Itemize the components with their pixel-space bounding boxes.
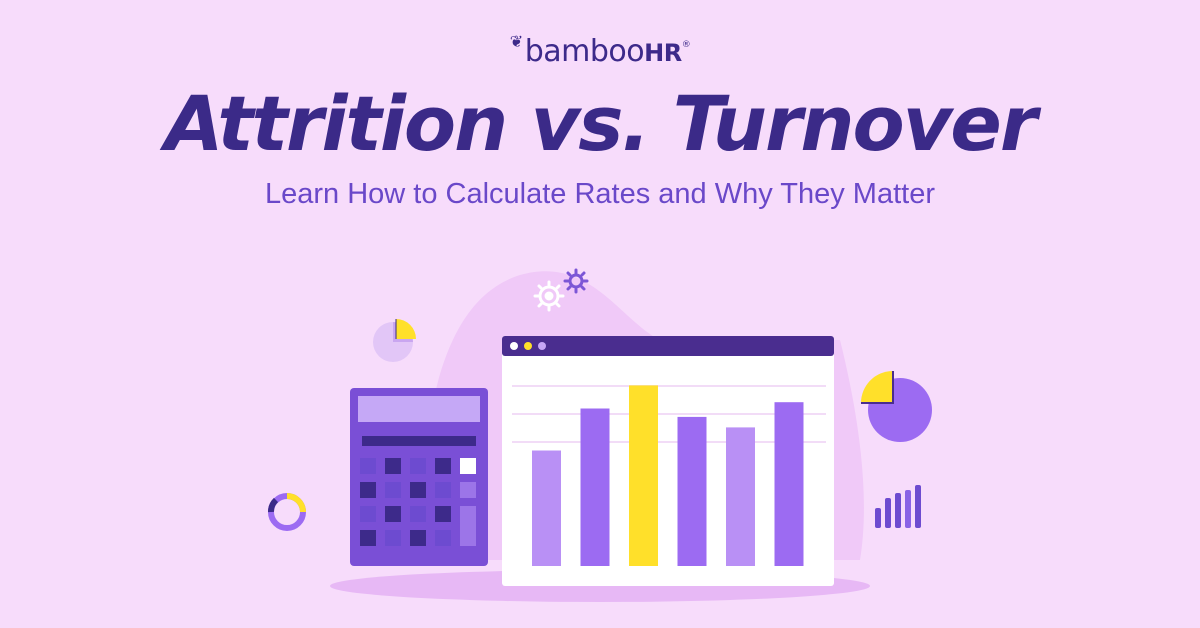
pie-chart-icon bbox=[373, 319, 416, 362]
calculator-key bbox=[360, 482, 376, 498]
calculator-key bbox=[360, 506, 376, 522]
logo-suffix: HR bbox=[644, 39, 682, 67]
calculator-key bbox=[385, 482, 401, 498]
calculator-key bbox=[410, 482, 426, 498]
browser-window-icon bbox=[502, 336, 834, 586]
calculator-icon bbox=[350, 388, 488, 566]
bamboohr-logo: ❦bambooHR® bbox=[0, 32, 1200, 69]
calculator-key bbox=[435, 458, 451, 474]
calculator-keypad bbox=[360, 458, 476, 546]
page-subtitle: Learn How to Calculate Rates and Why The… bbox=[264, 178, 935, 210]
calculator-key bbox=[410, 458, 426, 474]
window-bar bbox=[580, 408, 610, 566]
calculator-key bbox=[460, 506, 476, 546]
window-bar bbox=[774, 402, 804, 566]
window-bar bbox=[629, 385, 658, 566]
calculator-key bbox=[360, 458, 376, 474]
calculator-key bbox=[385, 458, 401, 474]
bar-chart-icon bbox=[875, 485, 921, 528]
gear-icon bbox=[533, 280, 565, 312]
calculator-key bbox=[435, 482, 451, 498]
registered-mark: ® bbox=[681, 40, 691, 50]
logo-wordmark: bamboo bbox=[524, 34, 645, 69]
calculator-key bbox=[435, 506, 451, 522]
window-bar bbox=[726, 427, 755, 566]
window-bar bbox=[532, 450, 561, 566]
calculator-key bbox=[435, 530, 451, 546]
gear-icon bbox=[563, 268, 589, 294]
leaf-icon: ❦ bbox=[509, 32, 523, 51]
calculator-key bbox=[385, 506, 401, 522]
calculator-key bbox=[410, 530, 426, 546]
calculator-key bbox=[410, 506, 426, 522]
pie-chart-icon bbox=[861, 371, 932, 442]
calculator-key bbox=[460, 482, 476, 498]
window-bars bbox=[532, 385, 804, 566]
window-bar bbox=[677, 416, 707, 566]
page-title: Attrition vs. Turnover bbox=[164, 79, 1038, 168]
donut-chart-icon bbox=[268, 493, 306, 531]
calculator-key bbox=[360, 530, 376, 546]
calculator-key bbox=[385, 530, 401, 546]
calculator-key bbox=[460, 458, 476, 474]
